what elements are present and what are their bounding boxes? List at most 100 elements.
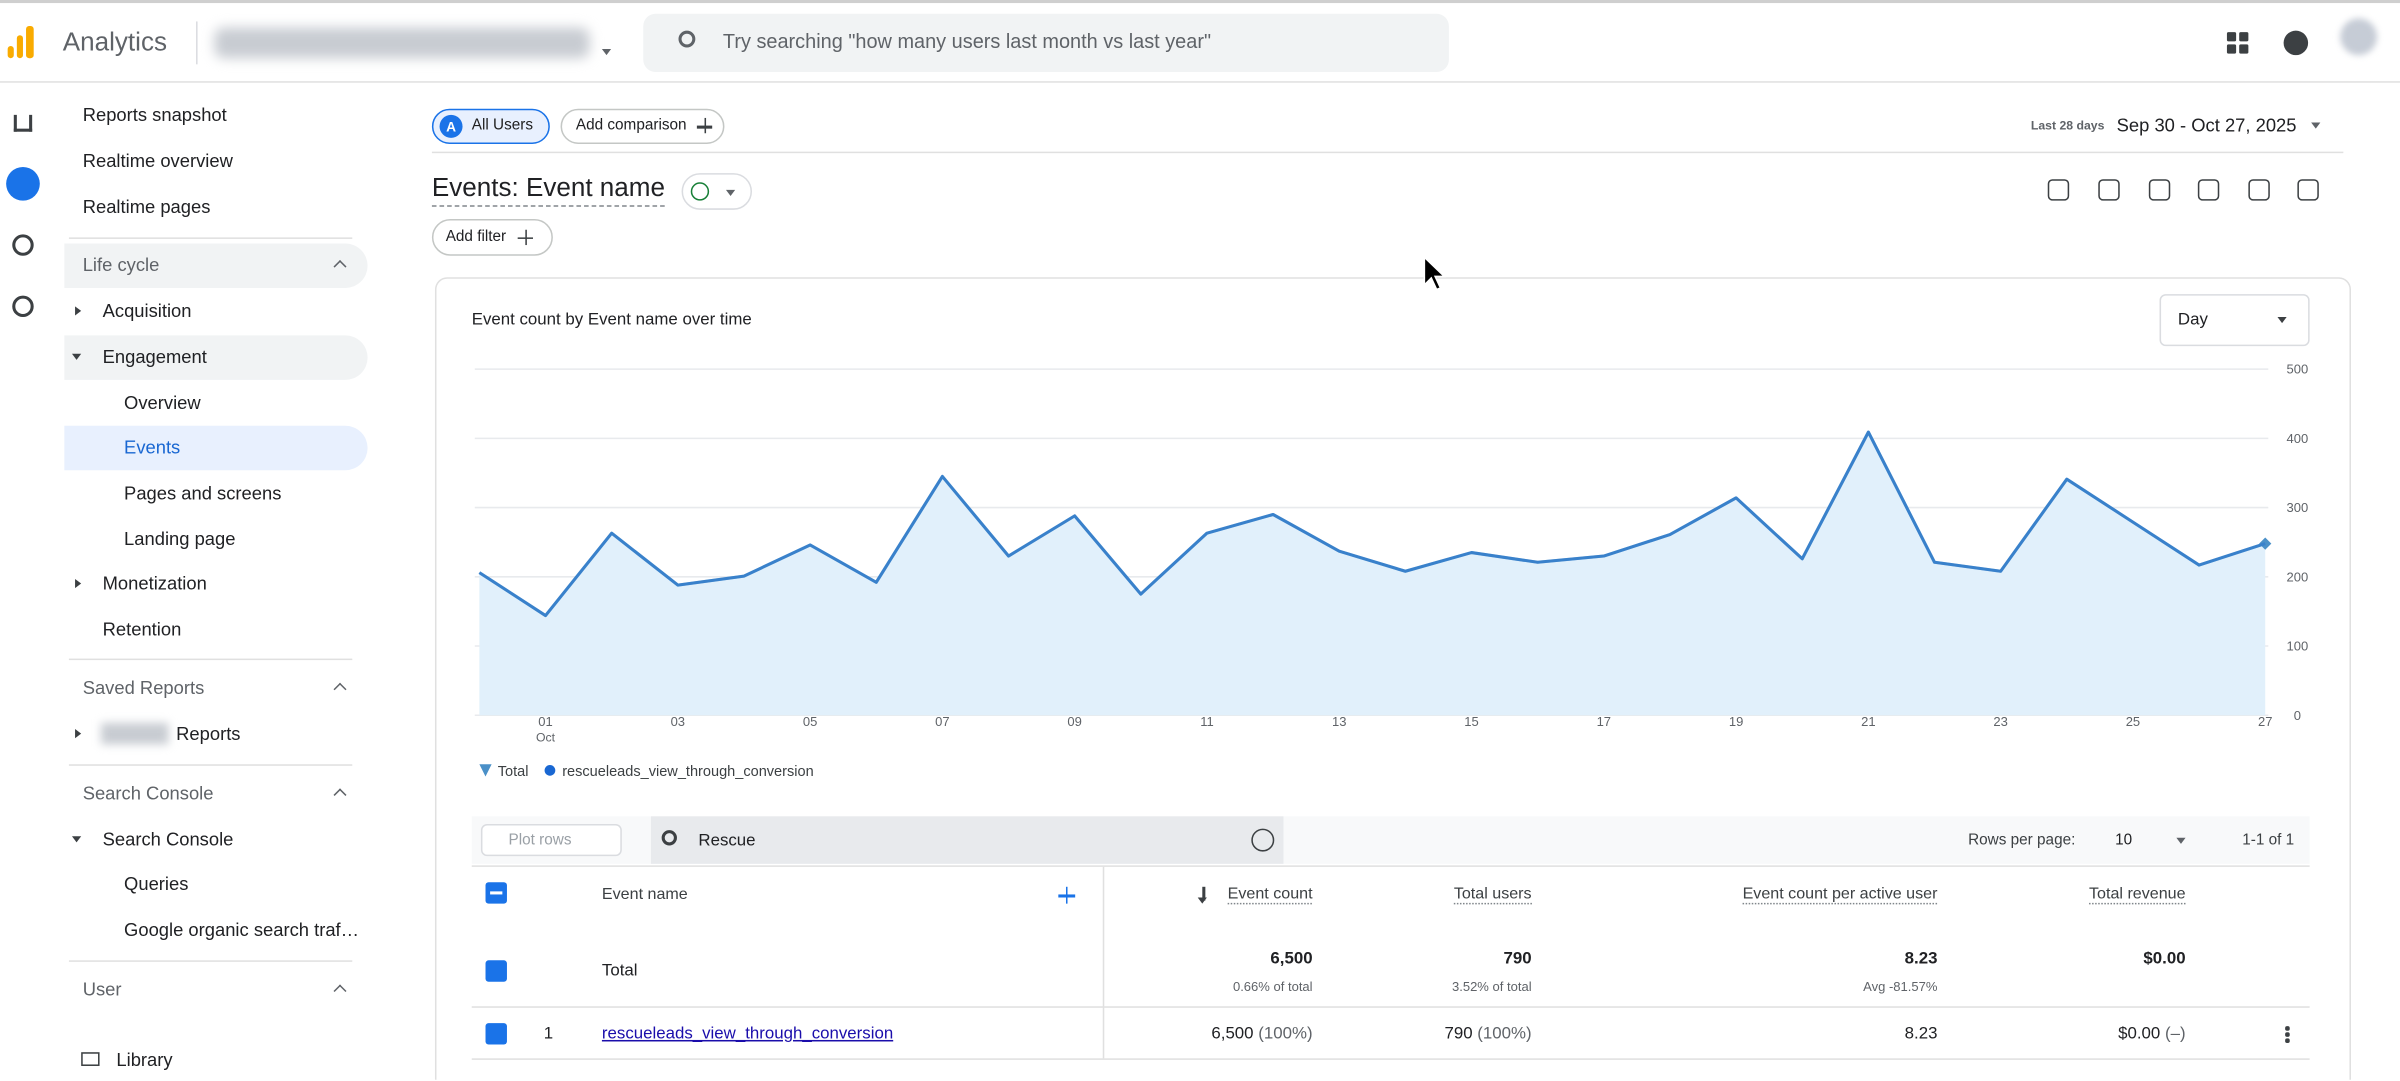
search-box[interactable]	[643, 13, 1449, 72]
sidebar-item[interactable]: Landing page	[124, 528, 236, 550]
logo-bar	[16, 35, 23, 59]
total-value: 8.23	[1904, 949, 1938, 968]
sidebar-item[interactable]: Overview	[124, 392, 201, 414]
comparison-chip[interactable]	[560, 108, 725, 144]
sidebar-item[interactable]: Reports	[176, 722, 241, 745]
row-menu-dot[interactable]	[2285, 1026, 2289, 1030]
granularity[interactable]: Day	[2177, 310, 2208, 330]
sidebar-item[interactable]: Realtime pages	[82, 196, 211, 218]
column-header[interactable]: Event count per active user	[1742, 884, 1938, 905]
table-divider	[471, 1058, 2310, 1060]
header-divider	[0, 81, 2400, 83]
event-link[interactable]: rescueleads_view_through_conversion	[601, 1024, 894, 1044]
sidebar-divider	[68, 658, 353, 661]
report-tool-icon[interactable]	[2197, 179, 2220, 201]
total-checkbox[interactable]	[485, 960, 507, 982]
cell: 8.23	[1905, 1025, 1938, 1043]
cell: 6,500 (100%)	[1211, 1025, 1312, 1043]
apps-icon[interactable]	[2239, 44, 2249, 54]
report-tool-icon[interactable]	[2098, 179, 2120, 201]
row-menu-dot[interactable]	[2285, 1032, 2289, 1037]
column-divider	[1102, 866, 1105, 1059]
cell: $0.00 (–)	[2118, 1025, 2185, 1043]
sidebar-section[interactable]: Saved Reports	[82, 676, 205, 699]
apps-icon[interactable]	[2226, 44, 2237, 54]
sidebar-item[interactable]: Google organic search traf…	[124, 918, 360, 941]
cell-value: $0.00	[2118, 1024, 2161, 1044]
sidebar-item[interactable]: Realtime overview	[82, 150, 233, 172]
clear-search[interactable]	[1251, 828, 1275, 852]
sidebar-item[interactable]: Search Console	[102, 828, 234, 851]
row-index: 1	[543, 1024, 554, 1044]
add-filter[interactable]: Add filter	[445, 228, 507, 246]
search-placeholder[interactable]: Try searching "how many users last month…	[722, 29, 1212, 53]
chart-title: Event count by Event name over time	[471, 310, 752, 330]
sidebar-item[interactable]: Engagement	[102, 346, 207, 368]
cell-share: (100%)	[1253, 1024, 1313, 1044]
report-tool-icon[interactable]	[2047, 179, 2070, 201]
granularity-select[interactable]	[2159, 294, 2310, 347]
collapse-caret	[333, 984, 347, 998]
avatar[interactable]	[2340, 18, 2378, 56]
advertising-icon[interactable]	[12, 295, 34, 318]
segment-name[interactable]: All Users	[471, 117, 534, 135]
app-name: Analytics	[62, 27, 167, 57]
expand-arrow	[75, 578, 82, 588]
sidebar-section[interactable]: User	[82, 978, 122, 1001]
account-dropdown	[601, 49, 612, 56]
column-header[interactable]: Event name	[601, 885, 688, 904]
title-pill[interactable]	[681, 173, 753, 210]
sort-arrow	[1202, 886, 1205, 901]
report-title: Events: Event name	[431, 173, 665, 207]
account-picker[interactable]	[214, 27, 590, 59]
total-value: $0.00	[2143, 949, 2186, 968]
sidebar-item[interactable]: Queries	[124, 873, 189, 895]
help-icon[interactable]	[2283, 30, 2309, 56]
date-range[interactable]: Sep 30 - Oct 27, 2025	[2116, 114, 2297, 137]
explore-icon[interactable]	[12, 234, 34, 256]
row-menu-dot[interactable]	[2285, 1038, 2289, 1043]
table-search[interactable]	[650, 816, 1284, 864]
segment-badge-bg	[439, 114, 463, 138]
collapse-caret	[333, 788, 347, 802]
report-tool-icon[interactable]	[2148, 179, 2171, 201]
search-value[interactable]: Rescue	[698, 831, 756, 851]
apps-icon[interactable]	[2226, 32, 2237, 42]
column-header[interactable]: Total revenue	[2089, 884, 2186, 905]
logo-bar	[26, 26, 34, 59]
home-icon[interactable]	[13, 114, 33, 132]
sidebar-item[interactable]: Acquisition	[102, 300, 192, 322]
table-divider	[471, 1006, 2310, 1008]
selected-highlight	[64, 425, 368, 471]
total-share: Avg -81.57%	[1863, 978, 1938, 995]
sidebar-item[interactable]: Retention	[102, 618, 182, 641]
report-tool-icon[interactable]	[2297, 179, 2319, 201]
sidebar-item[interactable]: Events	[124, 436, 181, 458]
expand-arrow	[75, 728, 82, 738]
granularity-dropdown	[2277, 317, 2287, 324]
sidebar-section[interactable]: Life cycle	[82, 254, 160, 276]
sidebar-item[interactable]: Monetization	[102, 572, 207, 595]
column-header[interactable]: Total users	[1453, 884, 1532, 905]
search-icon	[678, 30, 696, 48]
plot-rows[interactable]: Plot rows	[508, 832, 572, 850]
plot-rows-button[interactable]	[480, 823, 622, 857]
rows-per-page[interactable]: 10	[2115, 832, 2133, 850]
apps-icon[interactable]	[2239, 32, 2249, 42]
reports-name-blur	[101, 722, 169, 745]
column-header[interactable]: Event count	[1227, 884, 1313, 905]
sidebar-section[interactable]: Search Console	[82, 782, 214, 805]
report-tool-icon[interactable]	[2248, 179, 2270, 201]
filter-chip[interactable]	[431, 219, 553, 256]
sidebar-item[interactable]: Reports snapshot	[82, 104, 227, 126]
reports-icon[interactable]	[6, 166, 40, 201]
library-icon	[81, 1052, 100, 1066]
add-comparison[interactable]: Add comparison	[575, 117, 687, 135]
row-checkbox[interactable]	[485, 1023, 507, 1045]
sidebar-item[interactable]: Library	[116, 1049, 173, 1071]
sidebar-item[interactable]: Pages and screens	[124, 482, 282, 504]
pagination: 1-1 of 1	[2242, 832, 2295, 850]
total-value: 790	[1503, 949, 1532, 968]
collapse-caret	[333, 682, 347, 696]
